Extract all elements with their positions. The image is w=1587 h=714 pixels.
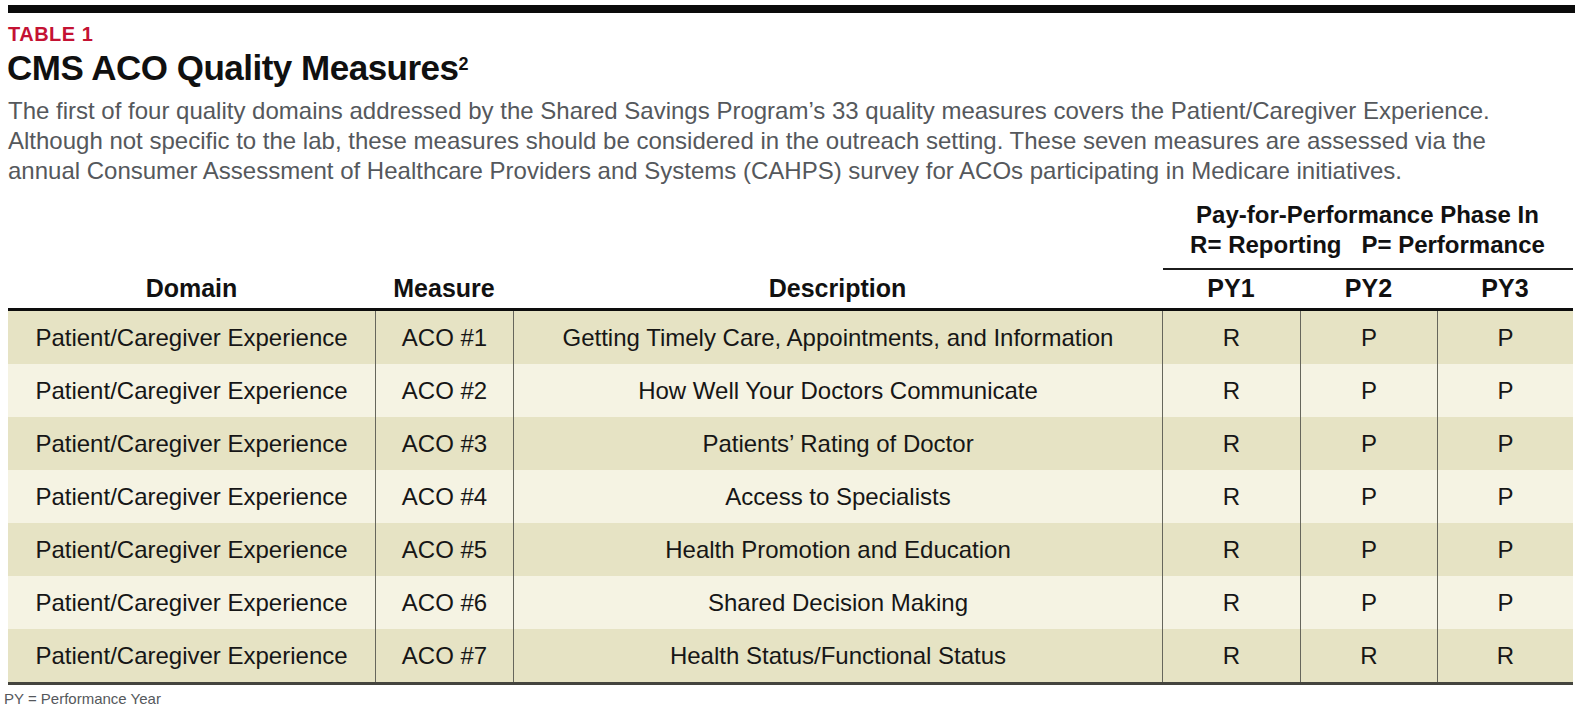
cell-py2: P xyxy=(1300,417,1437,470)
column-header-measure: Measure xyxy=(375,274,513,302)
cell-py1: R xyxy=(1162,629,1300,682)
cell-py3: P xyxy=(1437,364,1573,417)
cell-description: Health Status/Functional Status xyxy=(513,629,1162,682)
cell-domain: Patient/Caregiver Experience xyxy=(8,311,375,364)
intro-line-3: annual Consumer Assessment of Healthcare… xyxy=(8,156,1587,186)
cell-py1: R xyxy=(1162,576,1300,629)
column-header-py3: PY3 xyxy=(1437,274,1573,302)
cell-py2: P xyxy=(1300,576,1437,629)
table-row-aco4: Patient/Caregiver Experience ACO #4 Acce… xyxy=(8,470,1573,523)
table-row-aco5: Patient/Caregiver Experience ACO #5 Heal… xyxy=(8,523,1573,576)
page-title: CMS ACO Quality Measures2 xyxy=(7,49,1587,87)
cell-py2: P xyxy=(1300,364,1437,417)
cell-domain: Patient/Caregiver Experience xyxy=(8,576,375,629)
cell-measure: ACO #5 xyxy=(375,523,513,576)
cell-measure: ACO #4 xyxy=(375,470,513,523)
table-row-aco7: Patient/Caregiver Experience ACO #7 Heal… xyxy=(8,629,1573,682)
cell-py1: R xyxy=(1162,417,1300,470)
cell-py3: P xyxy=(1437,311,1573,364)
page-title-superscript: 2 xyxy=(459,54,469,74)
table-label: TABLE 1 xyxy=(8,23,1587,45)
column-header-py2: PY2 xyxy=(1300,274,1437,302)
cell-py2: P xyxy=(1300,470,1437,523)
cell-description: Getting Timely Care, Appointments, and I… xyxy=(513,311,1162,364)
cell-py3: P xyxy=(1437,523,1573,576)
cell-domain: Patient/Caregiver Experience xyxy=(8,629,375,682)
phase-in-header: Pay-for-Performance Phase In R= Reportin… xyxy=(1162,200,1573,260)
table-row-aco1: Patient/Caregiver Experience ACO #1 Gett… xyxy=(8,311,1573,364)
cell-description: Patients’ Rating of Doctor xyxy=(513,417,1162,470)
cell-py3: P xyxy=(1437,576,1573,629)
cell-py3: R xyxy=(1437,629,1573,682)
cell-description: Shared Decision Making xyxy=(513,576,1162,629)
cell-py2: P xyxy=(1300,523,1437,576)
table-row-aco2: Patient/Caregiver Experience ACO #2 How … xyxy=(8,364,1573,417)
cell-domain: Patient/Caregiver Experience xyxy=(8,523,375,576)
phase-in-header-line1: Pay-for-Performance Phase In xyxy=(1162,200,1573,230)
page-title-text: CMS ACO Quality Measures xyxy=(7,48,459,87)
cell-py1: R xyxy=(1162,364,1300,417)
cell-description: How Well Your Doctors Communicate xyxy=(513,364,1162,417)
cell-description: Access to Specialists xyxy=(513,470,1162,523)
cell-domain: Patient/Caregiver Experience xyxy=(8,470,375,523)
phase-in-header-line2: R= Reporting P= Performance xyxy=(1162,230,1573,260)
cell-measure: ACO #6 xyxy=(375,576,513,629)
cell-domain: Patient/Caregiver Experience xyxy=(8,364,375,417)
footnote: PY = Performance Year xyxy=(4,690,1587,708)
cell-py1: R xyxy=(1162,470,1300,523)
cell-py3: P xyxy=(1437,417,1573,470)
cell-description: Health Promotion and Education xyxy=(513,523,1162,576)
cell-py1: R xyxy=(1162,523,1300,576)
table-row-aco3: Patient/Caregiver Experience ACO #3 Pati… xyxy=(8,417,1573,470)
cell-measure: ACO #2 xyxy=(375,364,513,417)
intro-line-1: The first of four quality domains addres… xyxy=(8,96,1587,126)
column-header-py1: PY1 xyxy=(1162,274,1300,302)
page: TABLE 1 CMS ACO Quality Measures2 The fi… xyxy=(0,5,1587,708)
column-header-description: Description xyxy=(513,274,1162,302)
cell-measure: ACO #7 xyxy=(375,629,513,682)
intro-line-2: Although not specific to the lab, these … xyxy=(8,126,1587,156)
column-header-row: Domain Measure Description PY1 PY2 PY3 xyxy=(8,270,1573,308)
cell-measure: ACO #3 xyxy=(375,417,513,470)
cell-py1: R xyxy=(1162,311,1300,364)
cell-measure: ACO #1 xyxy=(375,311,513,364)
cell-py2: P xyxy=(1300,311,1437,364)
column-header-domain: Domain xyxy=(8,274,375,302)
table-row-aco6: Patient/Caregiver Experience ACO #6 Shar… xyxy=(8,576,1573,629)
cell-domain: Patient/Caregiver Experience xyxy=(8,417,375,470)
top-rule xyxy=(8,5,1575,13)
cell-py3: P xyxy=(1437,470,1573,523)
cell-py2: R xyxy=(1300,629,1437,682)
intro-paragraph: The first of four quality domains addres… xyxy=(8,96,1587,186)
quality-measures-table: Patient/Caregiver Experience ACO #1 Gett… xyxy=(8,308,1573,685)
